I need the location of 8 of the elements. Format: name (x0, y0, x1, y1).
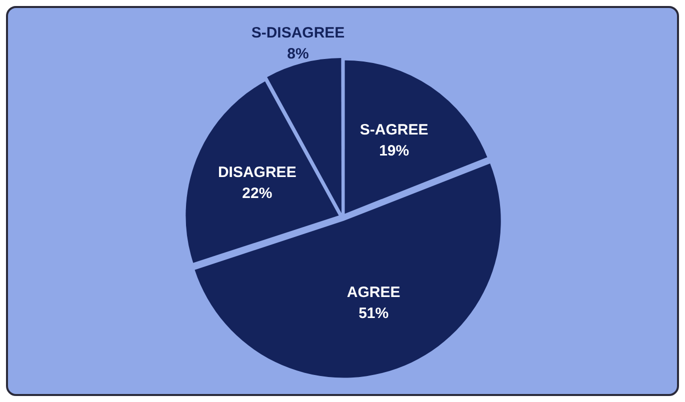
slice-label: S-DISAGREE (251, 24, 345, 42)
slice-label: DISAGREE (218, 164, 296, 181)
data-label: 19% (379, 142, 410, 160)
data-label: 8% (287, 45, 309, 62)
data-label: 51% (358, 305, 389, 322)
slice-label: AGREE (346, 284, 400, 302)
slice-label: S-AGREE (360, 122, 428, 139)
data-label: 22% (242, 184, 272, 202)
